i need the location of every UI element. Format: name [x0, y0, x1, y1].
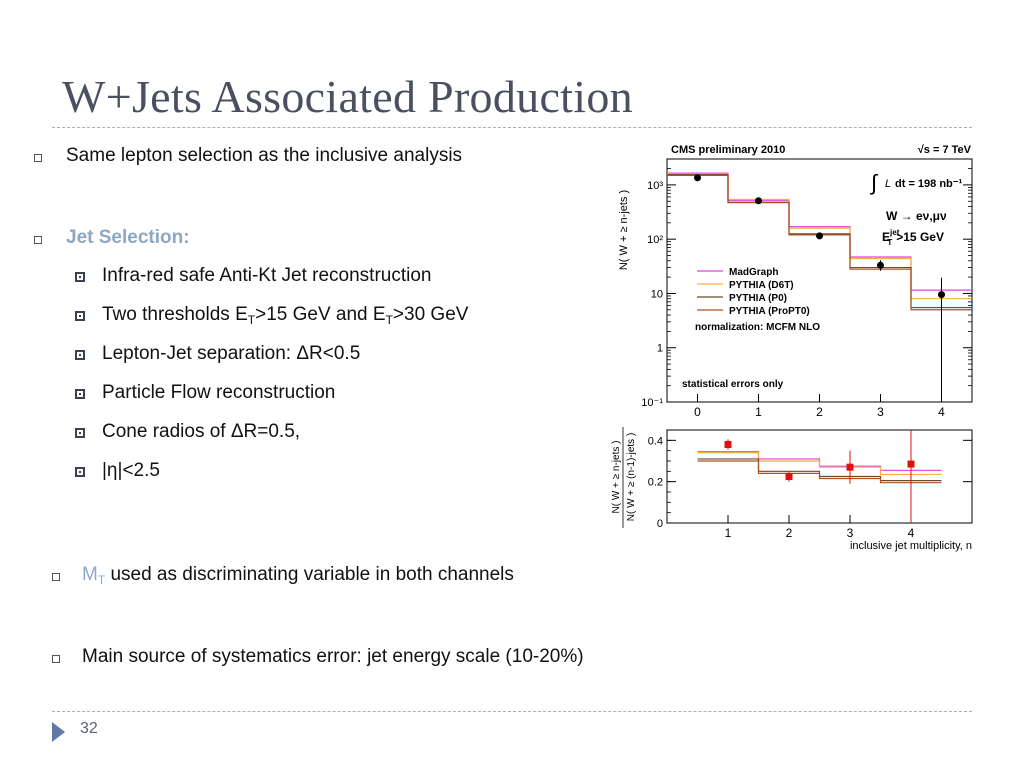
ratio-y-tick-label: 0	[657, 518, 663, 530]
slide-title: W+Jets Associated Production	[62, 71, 633, 122]
sub-bullet-marker	[75, 311, 85, 321]
main-x-tick-label: 1	[755, 405, 762, 419]
ratio-plot-content: 0 0.2 0.4 1 2 3 4	[648, 429, 972, 540]
page-number: 32	[80, 720, 98, 737]
sub-bullet-eta: |η|<2.5	[102, 460, 160, 481]
main-x-tick-label: 0	[694, 405, 701, 419]
title-divider	[52, 127, 972, 128]
cms-header-right: √s = 7 TeV	[918, 144, 972, 156]
main-y-tick-label: 10³	[647, 180, 663, 192]
ratio-y-axis-denominator: N( W + ≥ (n-1)-jets )	[626, 433, 637, 522]
ratio-y-tick-label: 0.4	[648, 435, 663, 447]
bullet-marker	[34, 154, 42, 162]
sub-bullet-particle-flow: Particle Flow reconstruction	[102, 382, 336, 403]
footer-divider	[52, 711, 972, 712]
legend-label: MadGraph	[729, 267, 778, 278]
ratio-series-pythia-propt0-	[697, 460, 942, 484]
integral-symbol: ∫	[869, 170, 879, 195]
main-y-tick-label: 10⁻¹	[641, 397, 663, 409]
ratio-y-axis-numerator: N( W + ≥ n-jets )	[611, 441, 622, 514]
main-data-point	[694, 174, 701, 182]
sub-bullet-lepton-jet: Lepton-Jet separation: ΔR<0.5	[102, 343, 361, 364]
jet-cut-text: Ejet T >15 GeV	[882, 228, 944, 247]
legend-label: PYTHIA (D6T)	[729, 280, 794, 291]
ratio-x-tick-label: 4	[908, 526, 915, 540]
sub-bullet-cone-radius: Cone radios of ΔR=0.5,	[102, 421, 301, 442]
main-data-point	[816, 232, 823, 240]
legend-label: PYTHIA (ProPT0)	[729, 306, 810, 317]
bullet-marker	[52, 573, 60, 581]
sub-bullet-marker	[75, 389, 85, 399]
sub-bullet-marker	[75, 350, 85, 360]
ratio-data-point	[785, 473, 793, 480]
sub-bullet-thresholds: Two thresholds ET>15 GeV and ET>30 GeV	[102, 304, 469, 327]
footer-arrow-icon	[52, 722, 65, 742]
ratio-x-tick-label: 3	[847, 526, 854, 540]
bullet-mt-variable: MT used as discriminating variable in bo…	[82, 564, 514, 587]
main-x-tick-label: 2	[816, 405, 823, 419]
legend-label: PYTHIA (P0)	[729, 293, 787, 304]
ratio-data-point	[907, 460, 915, 468]
bullet-marker	[34, 236, 42, 244]
normalization-note: normalization: MCFM NLO	[695, 322, 820, 333]
main-y-tick-label: 10	[651, 288, 663, 300]
main-plot-frame	[666, 158, 973, 403]
lumi-symbol: L	[885, 178, 891, 190]
main-y-axis-label: N( W + ≥ n-jets )	[618, 190, 630, 270]
stat-errors-note: statistical errors only	[682, 379, 784, 390]
legend: MadGraph PYTHIA (D6T) PYTHIA (P0) PYTHIA (P…	[697, 267, 810, 317]
bullet-jet-selection: Jet Selection:	[66, 227, 190, 248]
sub-bullet-marker	[75, 272, 85, 282]
channel-text: W → eν,μν	[886, 209, 947, 223]
main-data-point	[877, 261, 884, 269]
main-x-tick-label: 3	[877, 405, 884, 419]
main-y-tick-label: 10²	[647, 234, 663, 246]
lumi-text: dt = 198 nb⁻¹	[895, 178, 963, 190]
main-plot-content: 10³ 10² 10 1 10⁻¹ 0 1 2 3 4	[641, 158, 972, 419]
ratio-x-tick-label: 1	[725, 526, 732, 540]
ratio-y-tick-label: 0.2	[648, 477, 663, 489]
cms-header-left: CMS preliminary 2010	[671, 144, 785, 156]
bullet-marker	[52, 655, 60, 663]
ratio-x-axis-label: inclusive jet multiplicity, n	[850, 540, 972, 552]
bullet-lepton-selection: Same lepton selection as the inclusive a…	[66, 145, 463, 166]
ratio-x-tick-label: 2	[786, 526, 793, 540]
sub-bullet-marker	[75, 467, 85, 477]
ratio-data-point	[846, 463, 854, 471]
ratio-data-point	[724, 440, 732, 448]
bullet-systematics: Main source of systematics error: jet en…	[82, 646, 584, 667]
cms-jet-multiplicity-figure: CMS preliminary 2010 √s = 7 TeV N( W + ≥…	[611, 144, 973, 552]
sub-bullet-antikt: Infra-red safe Anti-Kt Jet reconstructio…	[102, 265, 432, 286]
ratio-series-pythia-d6t-	[697, 452, 942, 476]
sub-bullet-marker	[75, 428, 85, 438]
main-y-tick-label: 1	[657, 343, 663, 355]
main-data-point	[938, 291, 945, 299]
main-x-tick-label: 4	[938, 405, 945, 419]
main-data-point	[755, 197, 762, 205]
